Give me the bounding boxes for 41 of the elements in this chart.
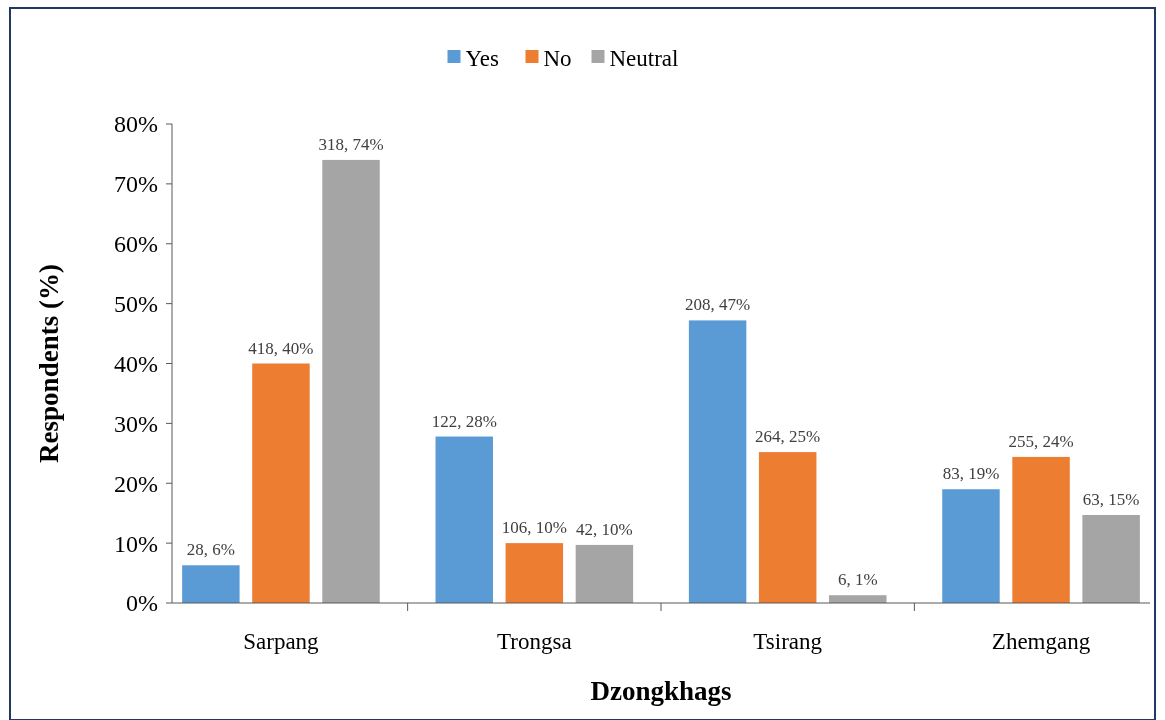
data-label: 418, 40% <box>248 338 314 358</box>
y-tick-label: 30% <box>114 410 158 437</box>
data-label: 28, 6% <box>186 540 235 560</box>
data-label: 208, 47% <box>685 295 751 315</box>
x-tick-label: Sarpang <box>243 629 320 654</box>
data-label: 63, 15% <box>1082 489 1140 509</box>
bar <box>1012 456 1070 603</box>
y-tick-label: 10% <box>114 530 158 557</box>
data-label: 264, 25% <box>755 427 821 447</box>
data-label: 106, 10% <box>501 518 567 538</box>
y-tick-label: 80% <box>114 111 158 138</box>
y-tick-label: 40% <box>114 350 158 377</box>
bar <box>435 436 493 603</box>
bar <box>1082 514 1140 603</box>
data-label: 83, 19% <box>942 464 1000 484</box>
y-tick-label: 20% <box>114 470 158 497</box>
data-label: 255, 24% <box>1008 431 1074 451</box>
y-tick-label: 0% <box>126 590 158 617</box>
bar <box>942 489 1000 603</box>
data-label: 6, 1% <box>837 570 878 590</box>
x-tick-label: Trongsa <box>497 629 572 654</box>
data-label: 122, 28% <box>431 411 497 431</box>
y-tick-label: 60% <box>114 231 158 258</box>
legend-label: Neutral <box>609 46 679 72</box>
bar <box>758 452 817 603</box>
x-axis-title: Dzongkhags <box>590 676 732 706</box>
bar <box>505 543 564 603</box>
data-label: 42, 10% <box>576 519 633 539</box>
y-tick-label: 50% <box>114 291 158 318</box>
data-label: 318, 74% <box>318 134 384 154</box>
bar <box>322 159 380 603</box>
bar <box>575 544 634 603</box>
bar <box>182 565 240 603</box>
x-tick-label: Tsirang <box>753 629 823 654</box>
x-tick-label: Zhemgang <box>991 629 1091 654</box>
y-tick-label: 70% <box>114 171 158 198</box>
legend-label: No <box>543 46 572 72</box>
y-axis-title: Respondents (%) <box>34 264 64 463</box>
legend-label: Yes <box>465 46 500 72</box>
bar <box>688 320 747 603</box>
bar <box>252 363 310 603</box>
